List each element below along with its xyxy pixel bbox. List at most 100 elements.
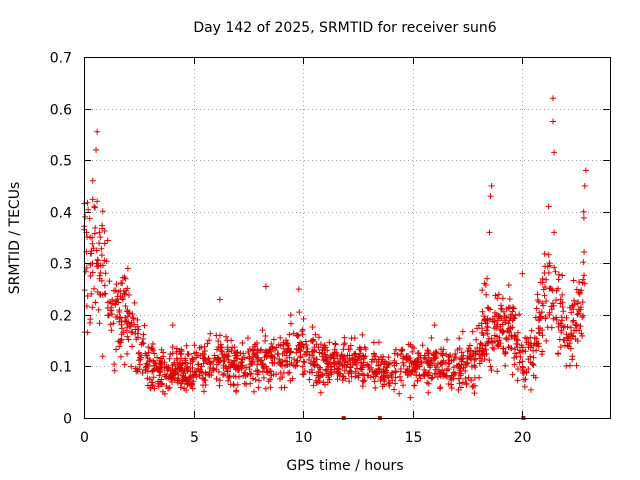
data-point	[323, 370, 330, 377]
data-point	[297, 353, 304, 360]
data-point	[489, 344, 496, 351]
data-point	[116, 307, 123, 314]
data-point	[187, 373, 194, 380]
data-point	[520, 370, 527, 377]
data-point	[458, 349, 465, 356]
data-point	[94, 198, 101, 205]
data-point	[425, 389, 432, 396]
data-point	[468, 377, 475, 384]
data-point	[559, 299, 566, 306]
data-point	[215, 338, 222, 345]
data-point	[284, 340, 291, 347]
data-point	[96, 240, 103, 247]
data-point	[239, 340, 246, 347]
data-point	[303, 341, 310, 348]
data-point	[182, 373, 189, 380]
data-point	[277, 369, 284, 376]
data-point	[375, 339, 382, 346]
data-point	[221, 352, 228, 359]
data-point	[213, 366, 220, 373]
data-point	[150, 347, 157, 354]
data-point	[178, 366, 185, 373]
data-point	[196, 344, 203, 351]
data-point	[417, 359, 424, 366]
data-point	[377, 361, 384, 368]
data-point	[393, 360, 400, 367]
data-point	[571, 327, 578, 334]
data-point	[371, 356, 378, 363]
data-point	[129, 314, 136, 321]
data-point	[559, 272, 566, 279]
data-point	[458, 356, 465, 363]
data-point	[111, 361, 118, 368]
data-point	[484, 275, 491, 282]
data-point	[520, 376, 527, 383]
data-point	[460, 352, 467, 359]
data-point	[437, 385, 444, 392]
data-point	[308, 366, 315, 373]
data-point	[260, 364, 267, 371]
data-point	[569, 318, 576, 325]
data-point	[108, 304, 115, 311]
data-point	[315, 369, 322, 376]
data-point	[476, 374, 483, 381]
data-point	[171, 359, 178, 366]
data-point	[97, 262, 104, 269]
data-point	[277, 334, 284, 341]
data-point	[144, 375, 151, 382]
data-point	[482, 282, 489, 289]
chart-title: Day 142 of 2025, SRMTID for receiver sun…	[193, 20, 496, 36]
data-point	[247, 380, 254, 387]
data-point	[484, 330, 491, 337]
data-point	[411, 369, 418, 376]
data-point	[324, 360, 331, 367]
data-point	[136, 361, 143, 368]
data-point	[251, 352, 258, 359]
data-point	[463, 381, 470, 388]
data-point	[87, 261, 94, 268]
data-point	[123, 324, 130, 331]
data-point	[249, 357, 256, 364]
data-point	[306, 356, 313, 363]
data-point	[550, 118, 557, 125]
data-point	[155, 378, 162, 385]
data-point	[542, 284, 549, 291]
data-point	[471, 356, 478, 363]
data-point	[124, 320, 131, 327]
data-point	[176, 377, 183, 384]
data-point	[541, 292, 548, 299]
data-point	[493, 311, 500, 318]
data-point	[267, 353, 274, 360]
data-point	[340, 346, 347, 353]
data-point	[450, 364, 457, 371]
x-tick-label: 10	[295, 430, 313, 446]
data-point	[99, 353, 106, 360]
data-point	[469, 328, 476, 335]
data-point	[216, 382, 223, 389]
data-point	[293, 345, 300, 352]
data-point	[118, 280, 125, 287]
data-point	[286, 369, 293, 376]
data-point	[360, 378, 367, 385]
data-point	[445, 366, 452, 373]
data-point	[206, 368, 213, 375]
data-point	[467, 348, 474, 355]
data-point	[561, 342, 568, 349]
data-point	[456, 335, 463, 342]
data-point	[567, 345, 574, 352]
data-point	[376, 368, 383, 375]
data-point	[560, 324, 567, 331]
data-point	[84, 329, 91, 336]
data-point	[581, 272, 588, 279]
data-point	[392, 369, 399, 376]
data-point	[316, 364, 323, 371]
data-point	[555, 271, 562, 278]
data-point	[111, 300, 118, 307]
data-point	[227, 364, 234, 371]
data-point	[341, 334, 348, 341]
data-point	[486, 229, 493, 236]
data-point	[231, 363, 238, 370]
data-point	[344, 361, 351, 368]
data-point	[142, 350, 149, 357]
data-point	[573, 362, 580, 369]
